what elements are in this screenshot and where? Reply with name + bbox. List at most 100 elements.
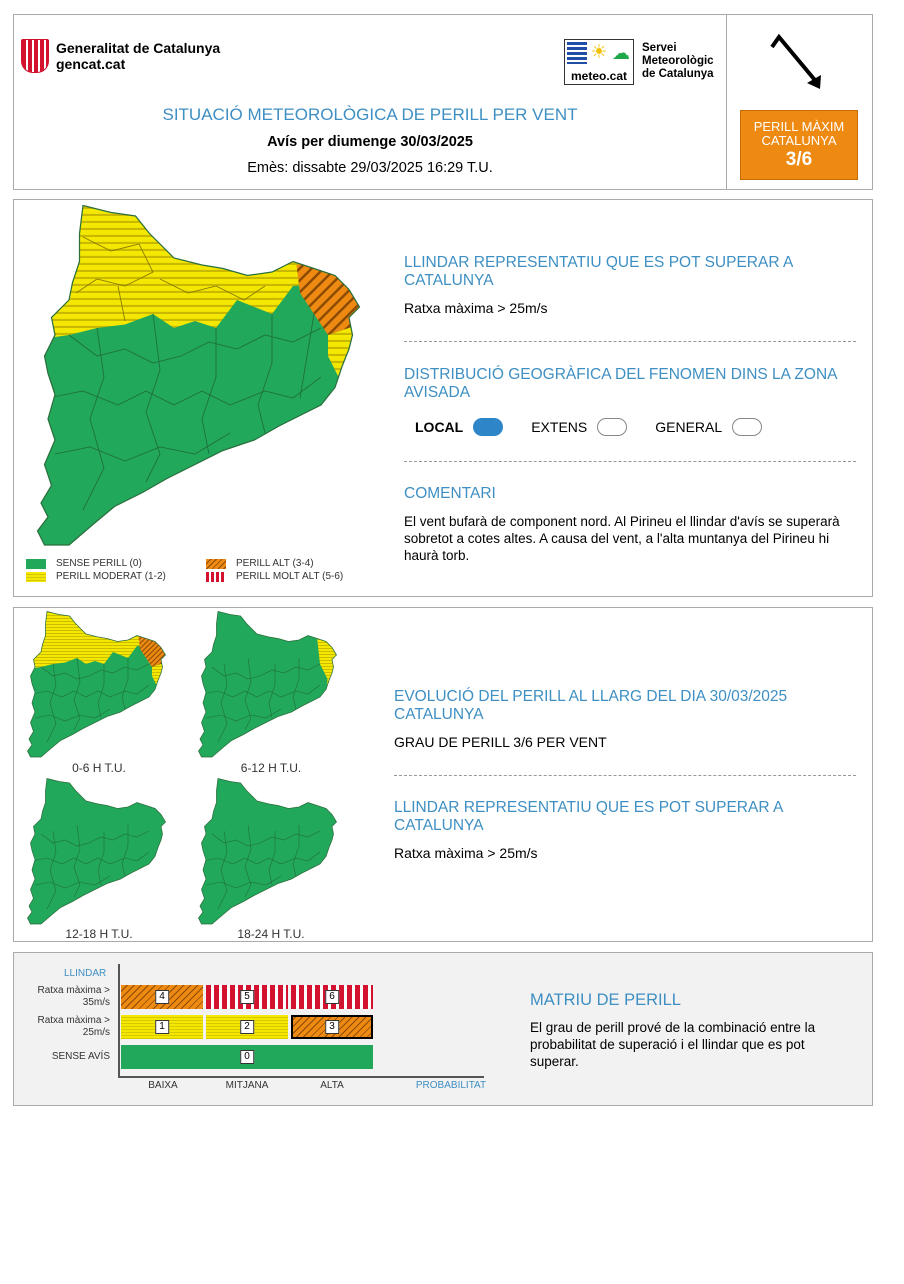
catalonia-danger-map <box>36 204 361 546</box>
fog-icon <box>567 42 587 64</box>
legend-moderat: PERILL MODERAT (1-2) <box>26 571 166 582</box>
matrix-row-sense: SENSE AVÍS <box>51 1051 110 1062</box>
evolution-panel: 0-6 H T.U. 6-12 H T.U. 12-18 H T.U. 18-2… <box>13 607 873 942</box>
matrix-x-mitjana: MITJANA <box>225 1080 269 1091</box>
legend-sense: SENSE PERILL (0) <box>26 558 142 569</box>
legend-sense-label: SENSE PERILL (0) <box>56 558 142 569</box>
matrix-cell-2: 2 <box>206 1015 288 1039</box>
legend-swatch-green <box>26 558 46 569</box>
map-18-24 <box>198 778 337 925</box>
gencat-url: gencat.cat <box>56 56 126 72</box>
meteocat-icon-box: ☀ ☁ meteo.cat <box>564 39 634 85</box>
evolution-title: EVOLUCIÓ DEL PERILL AL LLARG DEL DIA 30/… <box>394 688 788 723</box>
meteocat-line2: Meteorològic <box>642 55 714 67</box>
option-general[interactable]: GENERAL <box>655 418 763 436</box>
distribution-options: LOCAL EXTENS GENERAL <box>415 418 790 436</box>
matrix-x-baixa: BAIXA <box>148 1080 178 1091</box>
option-general-toggle[interactable] <box>732 418 763 436</box>
distribution-title: DISTRIBUCIÓ GEOGRÀFICA DEL FENOMEN DINS … <box>404 366 837 401</box>
legend-alt: PERILL ALT (3-4) <box>206 558 314 569</box>
matrix-cell-2-num: 2 <box>240 1020 254 1034</box>
option-extens[interactable]: EXTENS <box>531 418 628 436</box>
caption-12-18: 12-18 H T.U. <box>65 927 133 941</box>
map-12-18 <box>27 778 166 925</box>
matrix-row-25: Ratxa màxima > 25m/s <box>37 1015 110 1038</box>
option-local-label: LOCAL <box>415 419 464 435</box>
threshold-value: Ratxa màxima > 25m/s <box>404 300 548 316</box>
header-divider <box>726 15 727 189</box>
legend-swatch-yellow <box>26 571 46 582</box>
comment-section: COMENTARI El vent bufarà de component no… <box>404 485 856 564</box>
option-extens-label: EXTENS <box>531 419 588 435</box>
legend-swatch-orange <box>206 558 226 569</box>
threshold-section: LLINDAR REPRESENTATIU QUE ES POT SUPERAR… <box>404 254 856 317</box>
distribution-section: DISTRIBUCIÓ GEOGRÀFICA DEL FENOMEN DINS … <box>404 366 856 402</box>
matrix-panel: LLINDAR Ratxa màxima > 35m/s Ratxa màxim… <box>13 952 873 1106</box>
senyera-shield-icon <box>21 39 49 73</box>
legend-molt-alt: PERILL MOLT ALT (5-6) <box>206 571 343 582</box>
max-danger-line1: PERILL MÀXIM <box>753 119 845 134</box>
evolution-threshold-value: Ratxa màxima > 25m/s <box>394 845 538 861</box>
legend-swatch-red <box>206 571 226 582</box>
matrix-row-35: Ratxa màxima > 35m/s <box>37 985 110 1008</box>
matrix-x-alta: ALTA <box>320 1080 344 1091</box>
matrix-cell-5: 5 <box>206 985 288 1009</box>
meteocat-line1: Servei <box>642 42 677 54</box>
matrix-cell-1: 1 <box>121 1015 203 1039</box>
matrix-title: MATRIU DE PERILL <box>530 991 681 1009</box>
matrix-cell-4: 4 <box>121 985 203 1009</box>
cloud-icon: ☁ <box>612 43 630 63</box>
gencat-logo[interactable]: Generalitat de Catalunya gencat.cat <box>21 39 220 73</box>
meteocat-line3: de Catalunya <box>642 68 714 80</box>
option-general-label: GENERAL <box>655 419 723 435</box>
legend-molt-alt-label: PERILL MOLT ALT (5-6) <box>236 571 344 582</box>
max-danger-line2: CATALUNYA <box>761 133 837 148</box>
matrix-cell-6-num: 6 <box>325 990 339 1004</box>
evolution-section: EVOLUCIÓ DEL PERILL AL LLARG DEL DIA 30/… <box>394 688 856 751</box>
matrix-cell-4-num: 4 <box>155 990 169 1004</box>
page-title: SITUACIÓ METEOROLÒGICA DE PERILL PER VEN… <box>162 105 578 124</box>
matrix-cell-5-num: 5 <box>240 990 254 1004</box>
threshold-title: LLINDAR REPRESENTATIU QUE ES POT SUPERAR… <box>404 254 793 289</box>
matrix-y-title: LLINDAR <box>64 968 107 979</box>
matrix-cell-3-num: 3 <box>325 1020 339 1034</box>
main-panel: SENSE PERILL (0) PERILL MODERAT (1-2) PE… <box>13 199 873 597</box>
matrix-y-axis <box>118 964 120 1077</box>
legend-alt-label: PERILL ALT (3-4) <box>236 558 314 569</box>
matrix-cell-1-num: 1 <box>155 1020 169 1034</box>
evolution-threshold-section: LLINDAR REPRESENTATIU QUE ES POT SUPERAR… <box>394 799 856 862</box>
legend-moderat-label: PERILL MODERAT (1-2) <box>56 571 166 582</box>
comment-body: El vent bufarà de component nord. Al Pir… <box>404 514 840 563</box>
matrix-cell-0: 0 <box>121 1045 373 1069</box>
map-0-6 <box>27 611 166 758</box>
comment-title: COMENTARI <box>404 485 496 502</box>
option-extens-toggle[interactable] <box>597 418 628 436</box>
matrix-x-axis <box>118 1076 484 1078</box>
caption-18-24: 18-24 H T.U. <box>237 927 305 941</box>
caption-6-12: 6-12 H T.U. <box>240 761 302 775</box>
avis-date: Avís per diumenge 30/03/2025 <box>267 134 473 150</box>
wind-arrow-icon <box>770 33 821 89</box>
option-local[interactable]: LOCAL <box>415 418 504 436</box>
max-danger-level: 3/6 <box>785 149 813 170</box>
meteocat-box-label: meteo.cat <box>570 69 628 83</box>
caption-0-6: 0-6 H T.U. <box>72 761 126 775</box>
divider-1 <box>404 341 856 342</box>
header-panel: Generalitat de Catalunya gencat.cat ☀ ☁ … <box>13 14 873 190</box>
matrix-cell-3-active: 3 <box>291 1015 373 1039</box>
map-6-12 <box>198 611 337 758</box>
divider-2 <box>404 461 856 462</box>
matrix-cell-6: 6 <box>291 985 373 1009</box>
gencat-name: Generalitat de Catalunya <box>56 40 221 56</box>
issued-date: Emès: dissabte 29/03/2025 16:29 T.U. <box>247 160 493 176</box>
option-local-toggle[interactable] <box>473 418 504 436</box>
divider-3 <box>394 775 856 776</box>
max-danger-badge: PERILL MÀXIM CATALUNYA 3/6 <box>740 110 858 180</box>
meteocat-logo[interactable]: ☀ ☁ meteo.cat Servei Meteorològic de Cat… <box>564 39 720 85</box>
matrix-body: El grau de perill prové de la combinació… <box>530 1020 816 1069</box>
sun-icon: ☀ <box>590 42 608 63</box>
evolution-grau: GRAU DE PERILL 3/6 PER VENT <box>394 734 607 750</box>
matrix-x-title: PROBABILITAT <box>415 1080 487 1091</box>
matrix-cell-0-num: 0 <box>240 1050 254 1064</box>
evolution-threshold-title: LLINDAR REPRESENTATIU QUE ES POT SUPERAR… <box>394 799 783 834</box>
